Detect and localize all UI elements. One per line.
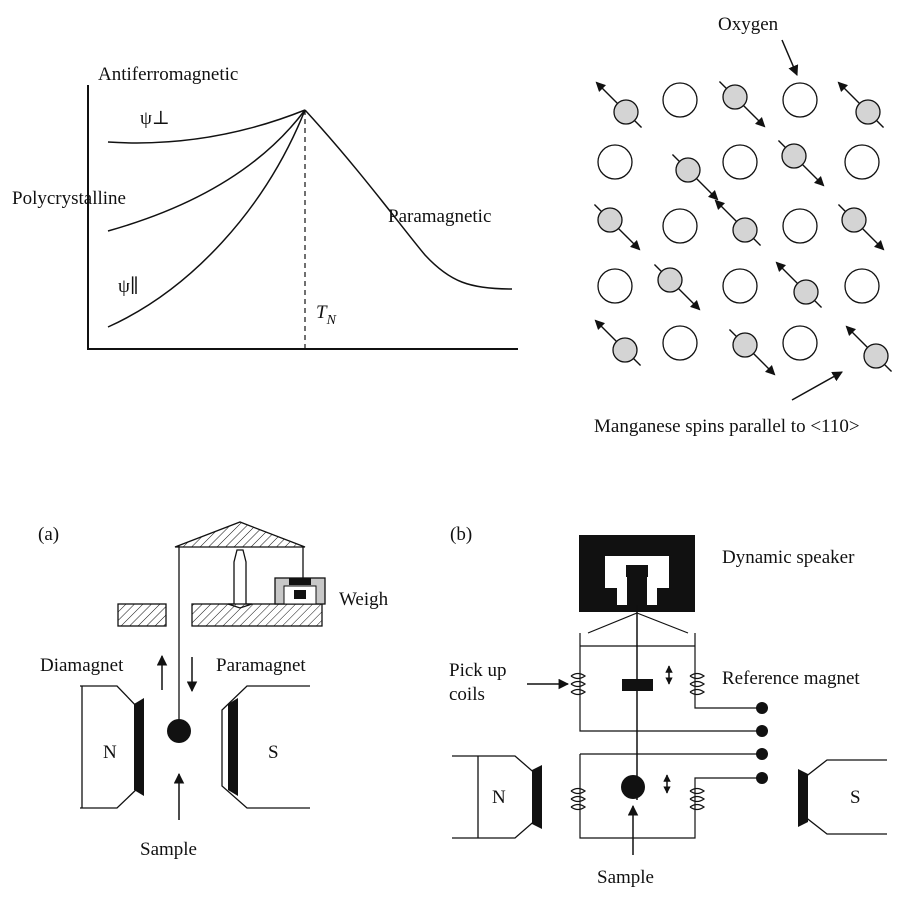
label-s-pole-a: S	[268, 742, 279, 763]
s-pole-magnet	[221, 685, 310, 809]
sample-ball-b	[621, 775, 645, 799]
weigh-cup-top-bar	[289, 578, 311, 585]
reference-magnet	[622, 679, 653, 691]
spins-pointer-arrow	[791, 371, 843, 401]
label-manganese-spins: Manganese spins parallel to <110>	[594, 416, 860, 437]
label-psi-parallel: ψ∥	[118, 276, 139, 297]
faraday-balance: (a) Weigh Diamagnet Paramagnet N S Sampl…	[38, 521, 389, 860]
vibrating-sample-magnetometer: (b) Dynamic speaker Reference magnet Pic…	[449, 524, 887, 888]
balance-beam	[174, 521, 306, 548]
label-n-pole-b: N	[492, 787, 506, 808]
pickup-coil	[689, 787, 706, 811]
spring-arm-right	[636, 612, 689, 634]
upper-coil-circuit	[579, 633, 760, 732]
manganese-atom	[863, 343, 889, 369]
label-sample-a: Sample	[140, 839, 197, 860]
label-antiferromagnetic: Antiferromagnetic	[98, 64, 238, 85]
curve-psi-parallel	[107, 109, 306, 328]
terminal-4	[756, 772, 768, 784]
label-neel-temperature: TN	[316, 302, 337, 328]
weigh-mass	[294, 590, 306, 599]
terminal-3	[756, 748, 768, 760]
label-psi-perp: ψ⊥	[140, 108, 170, 129]
s-pole-magnet-b	[803, 759, 887, 835]
pivot-post	[227, 549, 253, 609]
label-oxygen: Oxygen	[718, 14, 779, 35]
s-pole-face-b	[798, 769, 808, 827]
oxygen-pointer-arrow	[781, 39, 799, 76]
pickup-coil	[689, 672, 706, 696]
speaker-magnet-gap	[605, 556, 669, 605]
label-n-pole-a: N	[103, 742, 117, 763]
curve-paramagnetic	[304, 109, 513, 290]
label-s-pole-b: S	[850, 787, 861, 808]
lower-coil-circuit	[579, 753, 760, 839]
tag-a: (a)	[38, 524, 59, 545]
manganese-atom	[841, 207, 867, 233]
manganese-atom	[781, 143, 807, 169]
label-sample-b: Sample	[597, 867, 654, 888]
oxygen-atom	[782, 82, 818, 118]
pickup-coil	[570, 672, 587, 696]
manganese-atom	[613, 99, 639, 125]
manganese-atom	[657, 267, 683, 293]
spring-arm-left	[587, 612, 638, 634]
label-reference-magnet: Reference magnet	[722, 668, 860, 689]
oxygen-atom	[722, 268, 758, 304]
terminal-1	[756, 702, 768, 714]
left-platform	[117, 603, 167, 627]
terminal-2	[756, 725, 768, 737]
oxygen-atom	[662, 82, 698, 118]
right-platform	[191, 603, 323, 627]
s-pole-face	[228, 698, 238, 796]
n-pole-face-b	[532, 765, 542, 829]
manganese-atom	[597, 207, 623, 233]
label-coils: coils	[449, 684, 485, 705]
label-paramagnet: Paramagnet	[216, 655, 306, 676]
curve-polycrystalline	[107, 109, 306, 232]
label-paramagnetic: Paramagnetic	[388, 206, 491, 227]
oxygen-atom	[597, 268, 633, 304]
sample-ball-a	[167, 719, 191, 743]
manganese-atom	[793, 279, 819, 305]
manganese-atom	[855, 99, 881, 125]
label-diamagnet: Diamagnet	[40, 655, 124, 676]
oxygen-atom	[662, 325, 698, 361]
oxygen-atom	[782, 325, 818, 361]
manganese-atom	[732, 217, 758, 243]
oxygen-atom	[844, 144, 880, 180]
manganese-atom	[675, 157, 701, 183]
manganese-atom	[732, 332, 758, 358]
susceptibility-plot: Antiferromagnetic ψ⊥ Polycrystalline Par…	[12, 64, 518, 350]
oxygen-atom	[597, 144, 633, 180]
label-polycrystalline: Polycrystalline	[12, 188, 126, 209]
oxygen-atom	[844, 268, 880, 304]
speaker-voice-coil	[626, 565, 648, 577]
label-pick-up: Pick up	[449, 660, 507, 681]
manganese-atom	[612, 337, 638, 363]
oxygen-atom	[662, 208, 698, 244]
tag-b: (b)	[450, 524, 472, 545]
manganese-atom	[722, 84, 748, 110]
oxygen-atom	[782, 208, 818, 244]
label-weigh: Weigh	[339, 589, 389, 610]
label-dynamic-speaker: Dynamic speaker	[722, 547, 855, 568]
n-pole-face	[134, 698, 144, 796]
pickup-coil	[570, 787, 587, 811]
oxygen-atom	[722, 144, 758, 180]
curve-psi-perp	[107, 109, 306, 144]
mno-lattice: Oxygen Manganese spins parallel to <110>	[593, 14, 893, 437]
